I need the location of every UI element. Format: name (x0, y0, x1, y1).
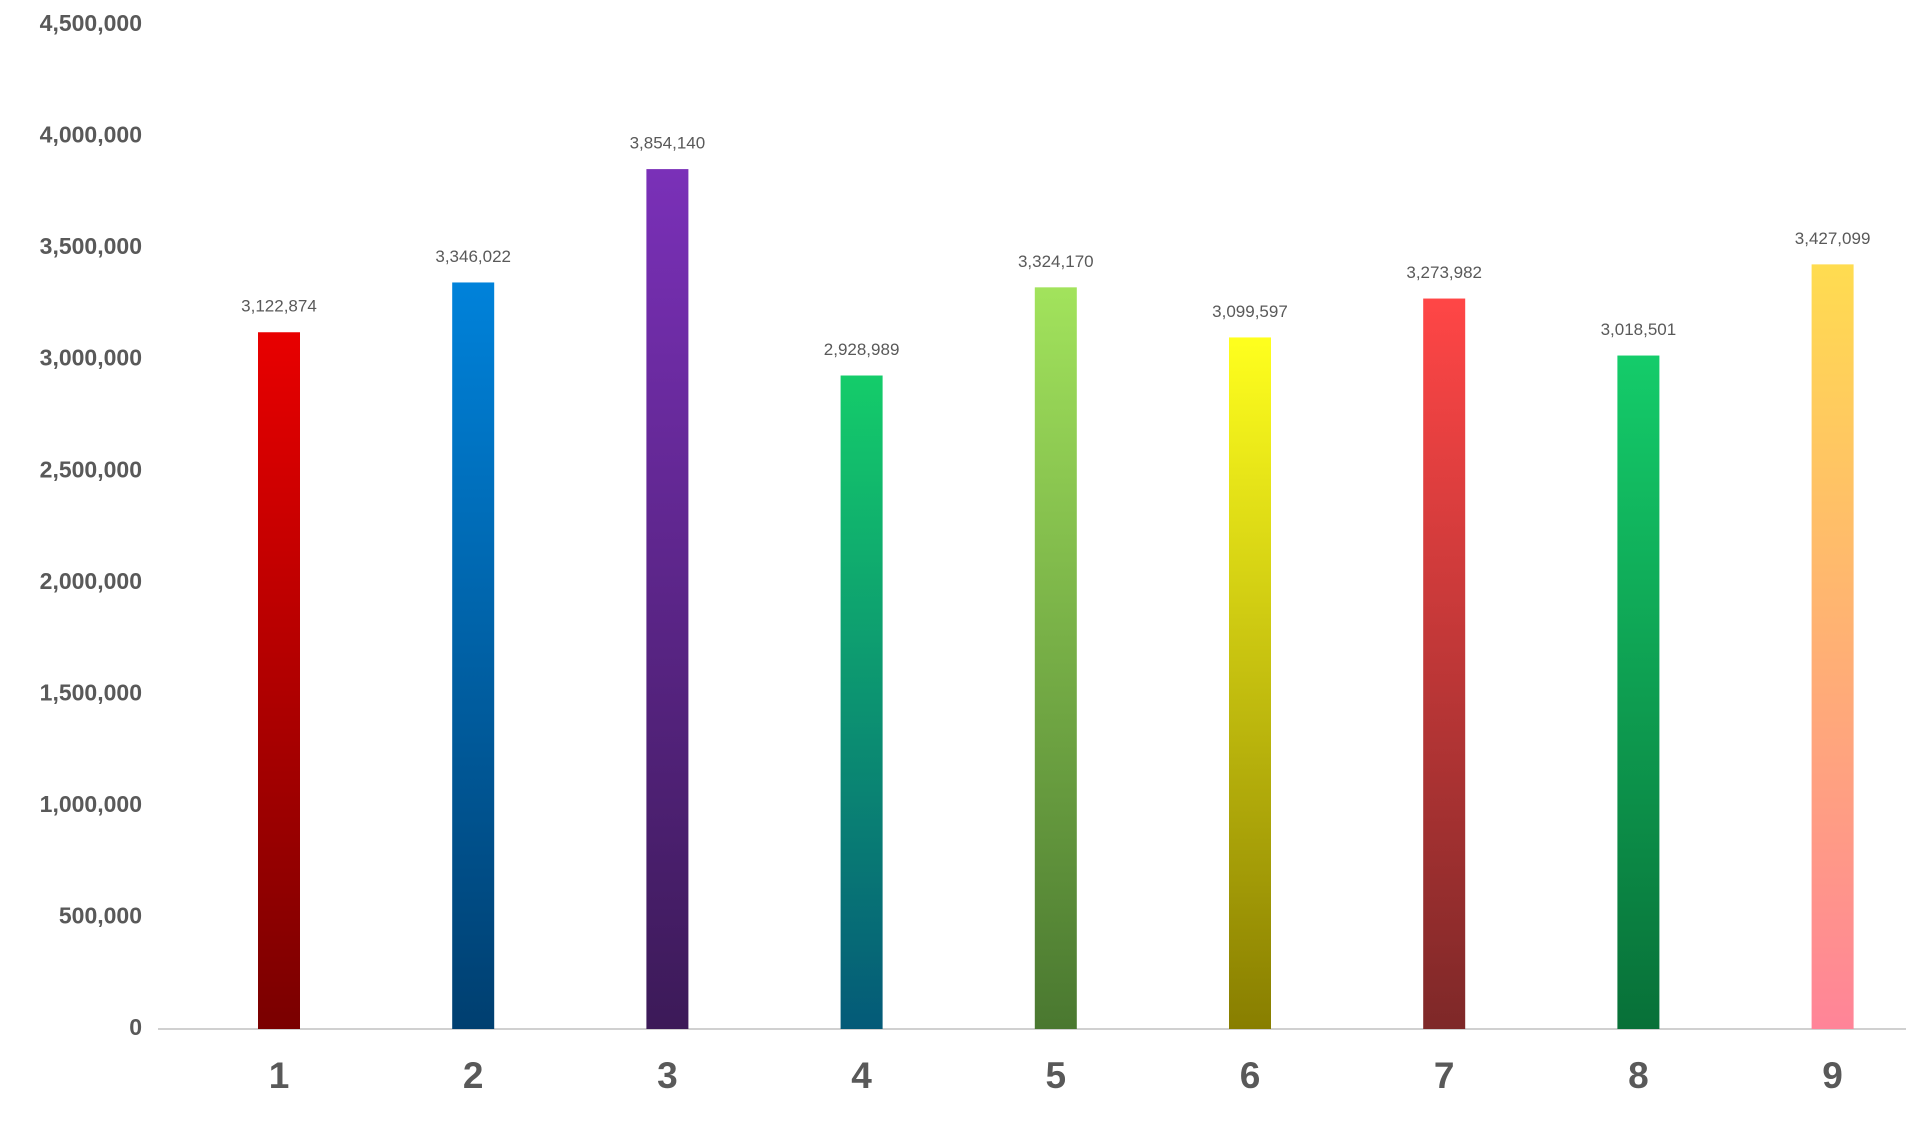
bar (1229, 337, 1271, 1030)
bar (840, 375, 883, 1029)
value-label: 3,273,982 (1406, 263, 1482, 282)
y-tick-label: 0 (129, 1014, 142, 1040)
y-tick-label: 4,000,000 (40, 122, 142, 148)
x-tick-label: 2 (463, 1055, 484, 1096)
y-tick-label: 4,500,000 (40, 10, 142, 36)
bar (1617, 355, 1660, 1029)
value-label: 3,099,597 (1212, 302, 1288, 321)
value-label: 3,018,501 (1601, 320, 1677, 339)
bar (646, 169, 689, 1030)
bar (452, 282, 495, 1029)
x-tick-label: 6 (1240, 1055, 1261, 1096)
bar (1034, 287, 1077, 1030)
value-label: 3,122,874 (241, 297, 317, 316)
y-tick-label: 2,000,000 (40, 568, 142, 594)
value-label: 3,324,170 (1018, 252, 1094, 271)
x-tick-label: 8 (1628, 1055, 1649, 1096)
value-label: 3,427,099 (1795, 229, 1871, 248)
x-tick-label: 5 (1046, 1055, 1067, 1096)
bar (1423, 298, 1466, 1030)
x-tick-label: 1 (269, 1055, 290, 1096)
x-tick-label: 3 (657, 1055, 678, 1096)
bar (258, 332, 300, 1030)
value-label: 2,928,989 (824, 340, 900, 359)
x-tick-label: 7 (1434, 1055, 1455, 1096)
y-tick-label: 2,500,000 (40, 456, 142, 482)
y-tick-label: 3,000,000 (40, 345, 142, 371)
bar (1811, 264, 1854, 1030)
y-tick-label: 1,500,000 (40, 679, 142, 705)
x-tick-label: 9 (1822, 1055, 1843, 1096)
x-tick-label: 4 (851, 1055, 872, 1096)
y-tick-label: 1,000,000 (40, 791, 142, 817)
value-label: 3,854,140 (630, 134, 706, 153)
value-label: 3,346,022 (435, 247, 511, 266)
y-tick-label: 500,000 (59, 903, 142, 929)
y-tick-label: 3,500,000 (40, 233, 142, 259)
